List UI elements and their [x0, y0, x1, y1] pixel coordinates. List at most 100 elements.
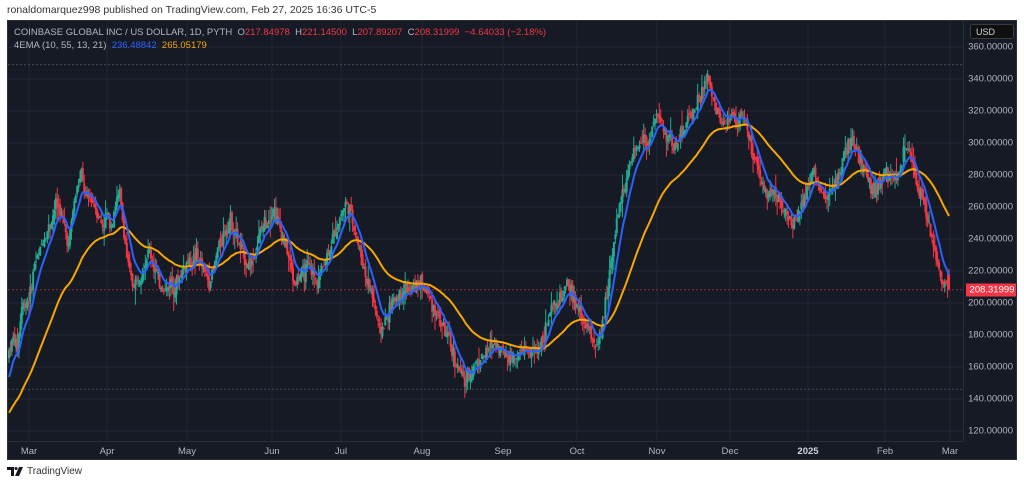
candle-down [152, 263, 155, 272]
candle-up [76, 185, 79, 194]
candle-down [23, 303, 26, 308]
time-label: Dec [721, 446, 739, 457]
candle-up [435, 314, 438, 316]
candle-down [590, 325, 593, 340]
candle-up [336, 232, 339, 239]
candle-up [648, 139, 651, 145]
candle-down [387, 314, 390, 321]
candle-down [712, 97, 715, 99]
candle-down [835, 176, 838, 186]
candle-down [490, 341, 493, 349]
candle-down [279, 221, 282, 229]
time-axis[interactable]: Mar Apr May Jun Jul Aug Sep Oct Nov Dec 2025 Feb Mar [8, 441, 963, 459]
candle-down [948, 274, 950, 290]
candle-up [54, 198, 57, 210]
candle-down [930, 235, 933, 238]
candle-up [69, 229, 72, 246]
candle-up [385, 315, 388, 317]
candle-up [404, 282, 407, 294]
candle-down [644, 134, 647, 139]
candle-down [84, 194, 87, 196]
candle-up [407, 289, 410, 291]
candle-up [811, 170, 814, 175]
candle-up [370, 289, 373, 292]
candle-up [827, 194, 830, 201]
candle-down [405, 283, 408, 293]
candle-down [59, 204, 62, 216]
candle-up [730, 113, 733, 117]
candle-up [509, 351, 512, 365]
candle-down [779, 197, 782, 201]
candle-down [294, 281, 297, 286]
candle-down [760, 181, 763, 185]
candle-down [662, 128, 665, 132]
candle-up [512, 352, 515, 364]
candle-up [71, 211, 74, 221]
candle-down [936, 259, 939, 264]
candle-up [144, 265, 147, 269]
price-axis[interactable]: USD 208.31999 360.00000 340.00000 320.0000… [963, 21, 1016, 441]
candle-up [446, 332, 449, 337]
candle-down [753, 156, 756, 160]
candle-up [73, 200, 76, 212]
candle-down [938, 263, 941, 269]
candle-down [88, 196, 91, 198]
candle-down [30, 287, 33, 292]
candle-up [348, 204, 351, 217]
candle-up [300, 268, 303, 277]
candle-up [597, 340, 600, 344]
candle-down [801, 199, 804, 207]
candle-up [381, 327, 384, 337]
candle-up [192, 255, 195, 268]
candle-up [608, 269, 611, 289]
chart-frame[interactable]: COINBASE GLOBAL INC / US DOLLAR, 1D, PYT… [7, 20, 1017, 460]
candle-down [854, 145, 857, 152]
candle-down [857, 147, 860, 150]
candle-up [147, 249, 150, 258]
indicator-title[interactable]: 4EMA (10, 55, 13, 21) [14, 40, 107, 51]
currency-button[interactable]: USD [970, 24, 1014, 39]
candle-down [455, 364, 458, 367]
candle-up [337, 223, 340, 230]
candle-down [551, 306, 554, 309]
candle-down [203, 265, 206, 273]
candle-down [382, 328, 385, 330]
candle-up [666, 135, 669, 142]
high-label: H [295, 27, 302, 38]
candle-down [672, 147, 675, 151]
tradingview-brand: TradingView [7, 466, 82, 477]
candle-up [229, 212, 232, 225]
candle-down [832, 185, 835, 189]
candle-down [671, 134, 674, 147]
candle-down [176, 274, 179, 284]
candle-up [240, 244, 243, 248]
close-label: C [407, 27, 415, 38]
candle-down [436, 311, 439, 313]
candle-up [570, 284, 573, 296]
candle-down [872, 182, 875, 195]
candle-up [460, 371, 463, 374]
candle-down [641, 141, 644, 143]
candle-down [580, 306, 583, 319]
candle-down [869, 178, 872, 194]
candle-down [212, 269, 215, 271]
candle-up [362, 266, 365, 269]
candle-down [713, 96, 716, 102]
candle-down [513, 354, 516, 357]
candle-down [909, 151, 912, 158]
candle-down [921, 188, 924, 199]
candle-down [451, 345, 454, 356]
candle-up [492, 344, 495, 349]
candle-down [747, 131, 750, 141]
candle-down [915, 173, 918, 185]
candle-down [149, 249, 152, 259]
candlestick-plot[interactable] [8, 21, 963, 441]
candle-up [181, 269, 184, 280]
price-tick: 120.00000 [968, 425, 1013, 437]
candle-down [932, 240, 935, 247]
candle-up [326, 252, 329, 264]
candle-down [715, 102, 718, 115]
candle-up [159, 287, 162, 290]
candle-down [689, 113, 692, 115]
candle-down [916, 183, 919, 191]
